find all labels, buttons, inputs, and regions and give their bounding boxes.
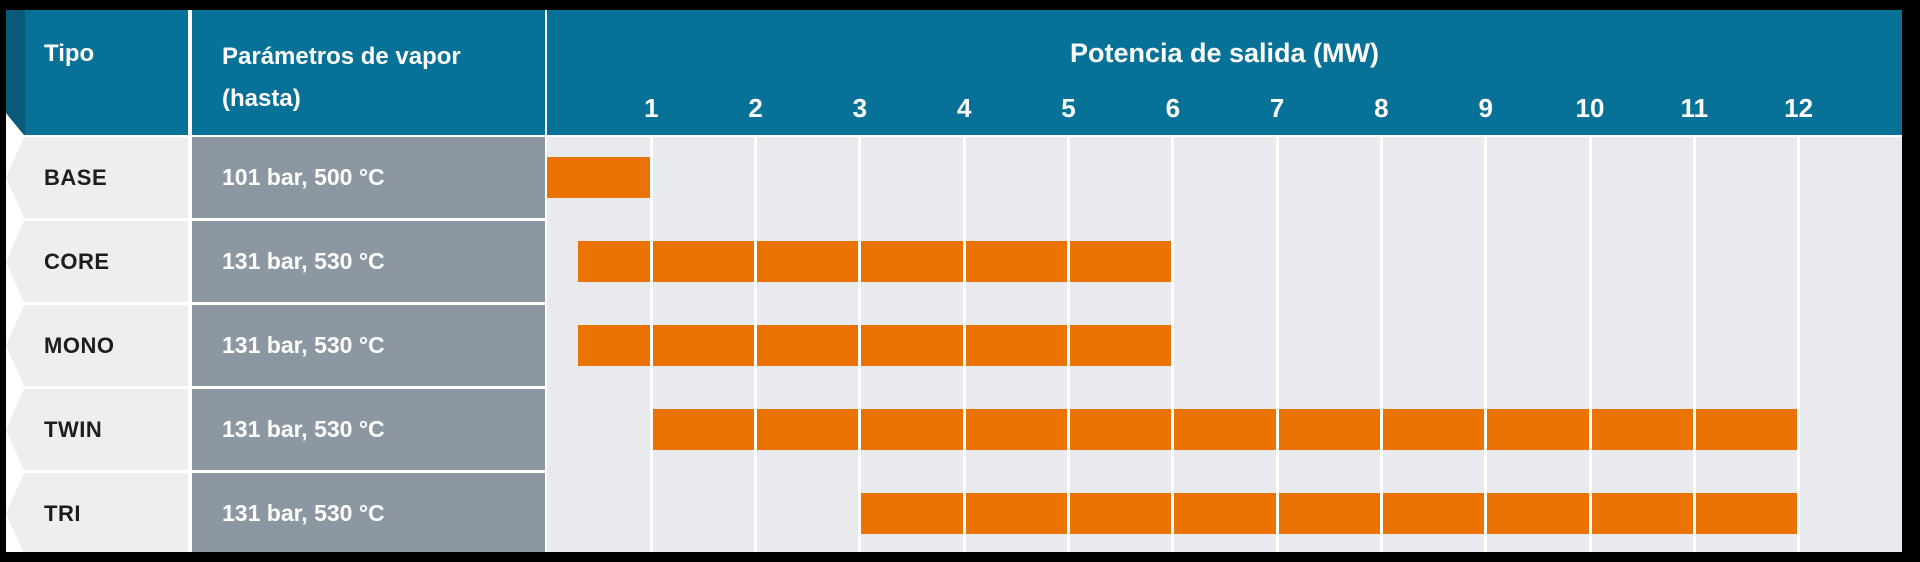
- power-range-bar-core: [578, 241, 1173, 282]
- mw-tick-label: 8: [1374, 93, 1389, 123]
- header-cell-parametros: Parámetros de vapor (hasta): [192, 10, 545, 135]
- mw-tick-label: 2: [748, 93, 763, 123]
- mw-gridline: [962, 137, 966, 552]
- mw-tick-label: 6: [1165, 93, 1181, 123]
- mw-gridline: [1067, 137, 1070, 552]
- param-cell-tri: 131 bar, 530 °C: [192, 473, 545, 552]
- row-label-core: CORE: [6, 221, 188, 302]
- power-range-bar-tri: [859, 493, 1799, 534]
- row-label-mono: MONO: [6, 305, 188, 386]
- mw-gridline: [1588, 137, 1592, 552]
- chart-table: Tipo Parámetros de vapor (hasta) Potenci…: [6, 10, 1902, 552]
- mw-gridline: [1692, 137, 1696, 552]
- param-cell-mono: 131 bar, 530 °C: [192, 305, 545, 386]
- param-cell-core: 131 bar, 530 °C: [192, 221, 545, 302]
- header-accent-strip: [6, 10, 25, 135]
- mw-gridline: [858, 137, 862, 552]
- mw-gridline: [1275, 137, 1279, 552]
- header-cell-tipo: Tipo: [6, 10, 188, 135]
- mw-tick-label: 10: [1575, 93, 1605, 123]
- chart-title: Potencia de salida (MW): [1069, 38, 1380, 68]
- header-cell-potencia: Potencia de salida (MW) 1 2 3 4 5 6 7 8 9 10 11 12: [547, 10, 1902, 135]
- header-tipo-label: Tipo: [44, 40, 95, 67]
- param-cell-base: 101 bar, 500 °C: [192, 137, 545, 218]
- power-range-bar-twin: [651, 409, 1799, 450]
- mw-axis-ticks: 1 2 3 4 5 6 7 8 9 10 11 12: [547, 93, 1902, 123]
- chart-area: [547, 137, 1902, 552]
- mw-tick-label: 5: [1061, 93, 1076, 123]
- header-parametros-line2: (hasta): [222, 85, 301, 112]
- row-label-tri: TRI: [6, 473, 188, 552]
- mw-tick-label: 3: [852, 93, 868, 123]
- mw-tick-label: 7: [1269, 93, 1285, 123]
- mw-gridline: [1797, 137, 1801, 552]
- power-range-bar-base: [547, 157, 652, 198]
- mw-tick-label: 1: [644, 93, 659, 123]
- power-range-bar-mono: [578, 325, 1173, 366]
- row-label-base: BASE: [6, 137, 188, 218]
- mw-gridline: [1379, 137, 1383, 552]
- mw-tick-label: 4: [956, 93, 972, 123]
- param-cell-twin: 131 bar, 530 °C: [192, 389, 545, 470]
- header-parametros-line1: Parámetros de vapor: [222, 43, 461, 70]
- mw-gridline: [754, 137, 758, 552]
- mw-tick-label: 12: [1784, 93, 1814, 123]
- mw-tick-label: 11: [1680, 93, 1709, 123]
- mw-gridline: [1484, 137, 1488, 552]
- row-label-twin: TWIN: [6, 389, 188, 470]
- mw-gridline: [1171, 137, 1175, 552]
- mw-gridline: [649, 137, 653, 552]
- mw-tick-label: 9: [1478, 93, 1493, 123]
